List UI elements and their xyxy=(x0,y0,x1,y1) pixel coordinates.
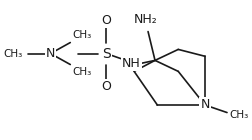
Text: CH₃: CH₃ xyxy=(72,31,91,40)
Text: O: O xyxy=(101,14,111,27)
Text: NH₂: NH₂ xyxy=(133,13,157,26)
Text: N: N xyxy=(46,47,55,60)
Text: NH: NH xyxy=(122,57,140,70)
Text: CH₃: CH₃ xyxy=(4,49,23,59)
Text: N: N xyxy=(200,99,210,111)
Text: O: O xyxy=(101,80,111,93)
Text: CH₃: CH₃ xyxy=(229,110,248,120)
Text: CH₃: CH₃ xyxy=(72,66,91,77)
Text: S: S xyxy=(102,46,111,60)
